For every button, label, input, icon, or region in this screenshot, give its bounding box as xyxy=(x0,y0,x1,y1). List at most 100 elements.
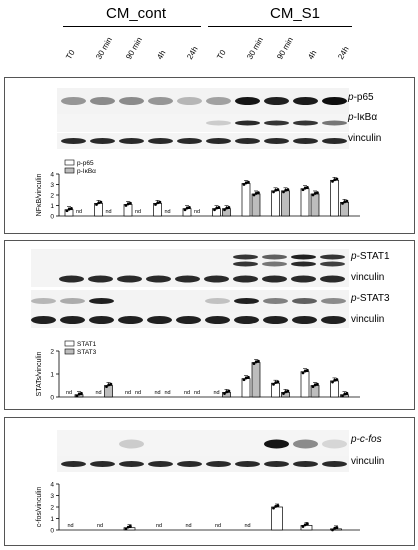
data-point xyxy=(70,207,73,210)
data-point xyxy=(316,191,319,195)
blot-p-p65 xyxy=(57,88,349,114)
nd-label: nd xyxy=(66,390,72,396)
timepoint-label: 24h xyxy=(185,44,200,61)
blot-band xyxy=(322,97,347,105)
blot-p-stat3 xyxy=(31,290,349,312)
data-point xyxy=(272,382,275,386)
nd-label: nd xyxy=(244,523,250,529)
blot-band xyxy=(235,461,260,467)
blot-vinculin-4 xyxy=(57,456,349,472)
blot-band xyxy=(292,316,317,324)
label-vinculin-3: vinculin xyxy=(351,314,385,325)
nd-label: nd xyxy=(125,390,131,396)
data-point xyxy=(331,179,334,183)
y-tick-label: 1 xyxy=(50,372,54,379)
blot-band xyxy=(293,97,318,105)
data-point xyxy=(97,201,101,205)
bar xyxy=(330,179,339,217)
blot-band xyxy=(293,461,318,467)
blot-band xyxy=(322,439,347,449)
y-tick-label: 1 xyxy=(50,516,54,523)
data-point xyxy=(303,369,307,373)
blot-band xyxy=(60,298,85,304)
data-point xyxy=(282,392,285,395)
data-point xyxy=(301,371,305,375)
bar xyxy=(300,525,313,531)
nd-label: nd xyxy=(95,390,101,396)
blot-band xyxy=(322,138,347,144)
timepoint-label: 90 min xyxy=(124,35,145,61)
blot-band xyxy=(320,275,345,283)
data-point xyxy=(244,376,248,380)
data-point xyxy=(67,207,71,211)
blot-p-cfos xyxy=(57,430,349,456)
data-point xyxy=(223,208,226,212)
blot-band xyxy=(321,316,346,324)
data-point xyxy=(284,390,288,394)
bar xyxy=(271,190,280,217)
data-point xyxy=(217,205,221,209)
bar xyxy=(310,193,320,217)
blot-band xyxy=(177,97,202,105)
nd-label: nd xyxy=(156,523,162,529)
legend-label: p-p65 xyxy=(77,160,94,167)
data-point xyxy=(188,205,191,209)
bar xyxy=(281,190,290,217)
nd-label: nd xyxy=(194,209,200,215)
data-point xyxy=(126,525,130,529)
nd-label: nd xyxy=(135,209,141,215)
nd-label: nd xyxy=(213,390,219,396)
blot-band xyxy=(322,120,347,126)
timepoint-label: 30 min xyxy=(94,35,115,61)
blot-p-stat1 xyxy=(31,249,349,271)
data-point xyxy=(335,526,339,529)
nd-label: nd xyxy=(215,523,221,529)
label-p-stat1: p-STAT1 xyxy=(351,251,390,262)
blot-band xyxy=(147,316,172,324)
data-point xyxy=(109,382,113,386)
data-point xyxy=(124,204,128,207)
nd-label: nd xyxy=(164,390,170,396)
data-point xyxy=(252,193,256,197)
y-tick-label: 0 xyxy=(50,395,54,402)
blot-band xyxy=(235,97,260,105)
data-point xyxy=(107,383,111,387)
data-point xyxy=(282,190,285,194)
data-point xyxy=(126,202,130,206)
blot-band xyxy=(321,298,346,304)
data-point xyxy=(311,385,315,389)
bar xyxy=(241,378,251,398)
blot-band xyxy=(262,275,287,283)
blot-band xyxy=(293,439,318,449)
blot-band xyxy=(61,97,86,105)
data-point xyxy=(65,209,69,213)
timepoint-label: 4h xyxy=(305,48,319,61)
data-point xyxy=(303,186,307,190)
blot-band xyxy=(322,461,347,467)
blot-band xyxy=(264,461,289,467)
data-point xyxy=(105,385,108,389)
blot-vinculin-1 xyxy=(57,133,349,149)
blot-band xyxy=(60,316,85,324)
blot-band xyxy=(264,120,289,126)
panel-nfkb: p-p65 p-IκBα vinculin 0 1 2 3 4 NFκB/vinculin… xyxy=(4,77,415,234)
y-tick-label: 3 xyxy=(50,182,54,189)
data-point xyxy=(343,200,347,204)
blot-band xyxy=(264,138,289,144)
blot-band xyxy=(320,261,345,267)
legend-label: STAT1 xyxy=(77,341,97,348)
y-tick-label: 2 xyxy=(50,193,54,200)
data-point xyxy=(335,177,339,181)
blot-band xyxy=(118,316,143,324)
label-vinculin-2: vinculin xyxy=(351,272,385,283)
blot-band xyxy=(234,316,259,324)
blot-p-ikba xyxy=(57,114,349,132)
data-point xyxy=(331,528,334,532)
data-point xyxy=(95,203,98,206)
data-point xyxy=(257,191,260,195)
data-point xyxy=(80,391,83,395)
data-point xyxy=(345,391,349,395)
timepoint-label: 90 min xyxy=(275,35,296,61)
bar xyxy=(300,371,310,398)
y-tick-label: 0 xyxy=(50,214,54,221)
